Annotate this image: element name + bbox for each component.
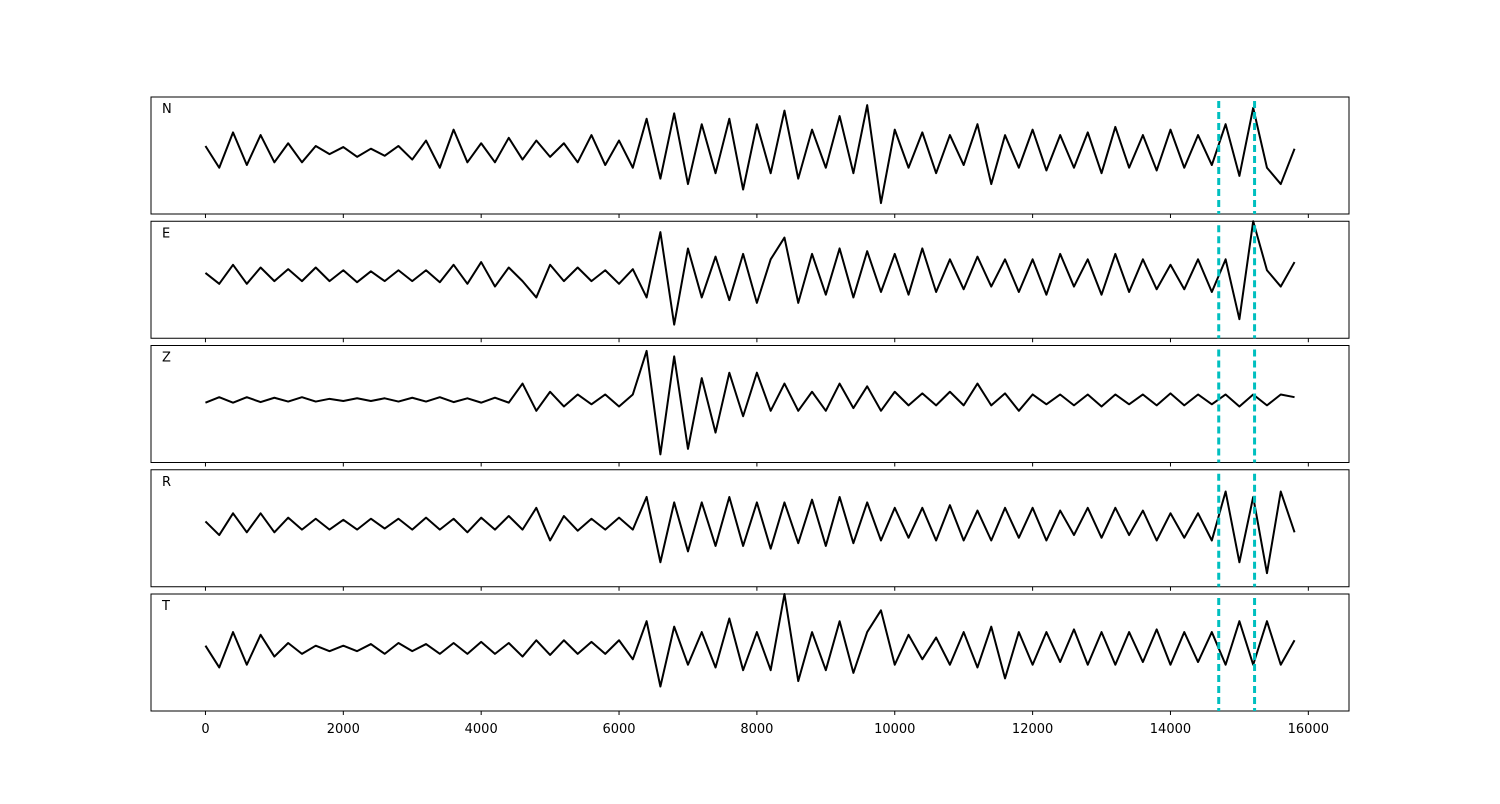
panel-frame bbox=[150, 345, 1350, 463]
x-tick-label: 12000 bbox=[1012, 722, 1053, 737]
trace bbox=[204, 104, 1296, 205]
trace bbox=[204, 593, 1296, 688]
x-tick-label: 4000 bbox=[465, 722, 498, 737]
panel-label: E bbox=[162, 226, 170, 241]
x-tick-label: 6000 bbox=[602, 722, 635, 737]
x-tick-label: 0 bbox=[201, 722, 209, 737]
trace bbox=[204, 220, 1296, 326]
x-tick-label: 10000 bbox=[874, 722, 915, 737]
trace bbox=[204, 490, 1296, 575]
panel-frame bbox=[150, 593, 1350, 712]
panel-frame bbox=[150, 469, 1350, 588]
panel-frame bbox=[150, 220, 1350, 339]
panel-label: Z bbox=[162, 351, 171, 366]
panel-label: R bbox=[162, 475, 171, 490]
panel-label: N bbox=[162, 102, 172, 117]
panel-frame bbox=[150, 96, 1350, 215]
x-tick-label: 8000 bbox=[740, 722, 773, 737]
trace bbox=[205, 349, 1295, 456]
x-tick-label: 16000 bbox=[1288, 722, 1329, 737]
x-tick-label: 14000 bbox=[1150, 722, 1191, 737]
panel-label: T bbox=[161, 599, 170, 614]
x-tick-label: 2000 bbox=[327, 722, 360, 737]
